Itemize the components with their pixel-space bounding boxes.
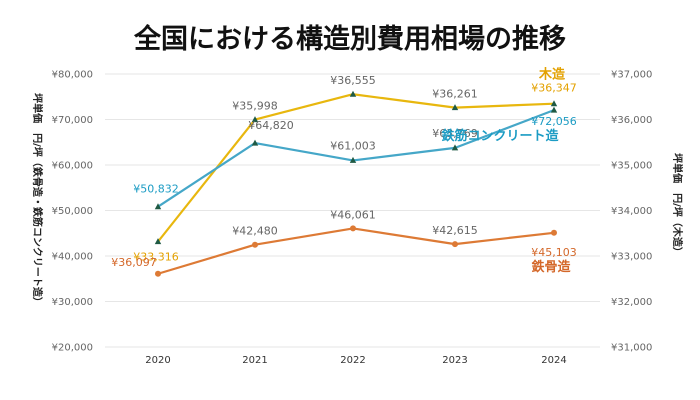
series-name-label-wood: 木造	[538, 67, 566, 83]
data-label: ¥61,003	[330, 139, 376, 152]
data-label: ¥36,097	[111, 256, 157, 269]
series-line-rc	[157, 109, 555, 208]
data-point	[252, 241, 258, 248]
x-tick-label: 2021	[242, 355, 267, 366]
left-axis-label: 坪単価 円/坪（鉄骨造・鉄筋コンクリート造）	[31, 93, 44, 307]
data-label: ¥72,056	[531, 115, 577, 128]
data-label: ¥45,103	[531, 246, 577, 259]
data-point	[550, 106, 558, 113]
grid	[105, 73, 600, 348]
left-tick-label: ¥60,000	[52, 161, 93, 172]
right-tick-label: ¥37,000	[611, 70, 652, 81]
data-label: ¥36,261	[432, 88, 478, 101]
x-tick-label: 2020	[145, 355, 170, 366]
series-rc: ¥50,832 ¥64,820 ¥61,003 ¥63,769 ¥72,056鉄筋コンク…	[133, 106, 577, 210]
data-label: ¥50,832	[133, 183, 179, 196]
data-point	[451, 144, 459, 151]
right-axis: ¥31,000 ¥32,000 ¥33,000 ¥34,000 ¥35,000 ¥36,0…	[611, 70, 652, 354]
series-name-label-rc: 鉄筋コンクリート造	[441, 128, 559, 144]
left-tick-label: ¥50,000	[52, 206, 93, 217]
data-point	[551, 229, 557, 236]
data-point	[349, 156, 357, 163]
data-label: ¥46,061	[330, 208, 376, 221]
left-tick-label: ¥20,000	[52, 343, 93, 354]
data-point	[350, 225, 356, 232]
data-label: ¥33,316	[133, 251, 179, 264]
data-label: ¥36,347	[531, 82, 577, 95]
data-point	[452, 241, 458, 248]
data-point	[154, 203, 162, 210]
x-axis: 2020 2021 2022 2023 2024	[145, 355, 566, 366]
data-label: ¥35,998	[232, 100, 278, 113]
chart-title: 全国における構造別費用相場の推移	[133, 23, 566, 55]
data-label: ¥42,615	[432, 224, 478, 237]
data-point	[349, 90, 357, 97]
data-label: ¥36,555	[330, 74, 376, 87]
series-name-label-steel: 鉄骨造	[531, 259, 571, 275]
right-tick-label: ¥35,000	[611, 161, 652, 172]
data-point	[251, 116, 259, 123]
data-label: ¥64,820	[248, 119, 294, 132]
right-tick-label: ¥33,000	[611, 252, 652, 263]
data-point	[251, 139, 259, 146]
right-tick-label: ¥34,000	[611, 206, 652, 217]
right-tick-label: ¥36,000	[611, 115, 652, 126]
x-tick-label: 2024	[541, 355, 566, 366]
x-tick-label: 2023	[442, 355, 467, 366]
left-tick-label: ¥70,000	[52, 115, 93, 126]
right-axis-label: 坪単価 円/坪（木造）	[671, 153, 684, 257]
x-tick-label: 2022	[340, 355, 365, 366]
data-point	[155, 270, 161, 277]
left-tick-label: ¥40,000	[52, 252, 93, 263]
data-label: ¥63,769	[432, 127, 478, 140]
right-tick-label: ¥32,000	[611, 297, 652, 308]
data-label: ¥42,480	[232, 225, 278, 238]
series-line-steel	[157, 227, 555, 275]
left-axis: ¥20,000 ¥30,000 ¥40,000 ¥50,000 ¥60,000 ¥70,0…	[52, 70, 93, 354]
data-point	[154, 238, 162, 245]
right-tick-label: ¥31,000	[611, 343, 652, 354]
left-tick-label: ¥80,000	[52, 70, 93, 81]
data-point	[550, 100, 558, 107]
left-tick-label: ¥30,000	[52, 297, 93, 308]
data-point	[451, 104, 459, 111]
